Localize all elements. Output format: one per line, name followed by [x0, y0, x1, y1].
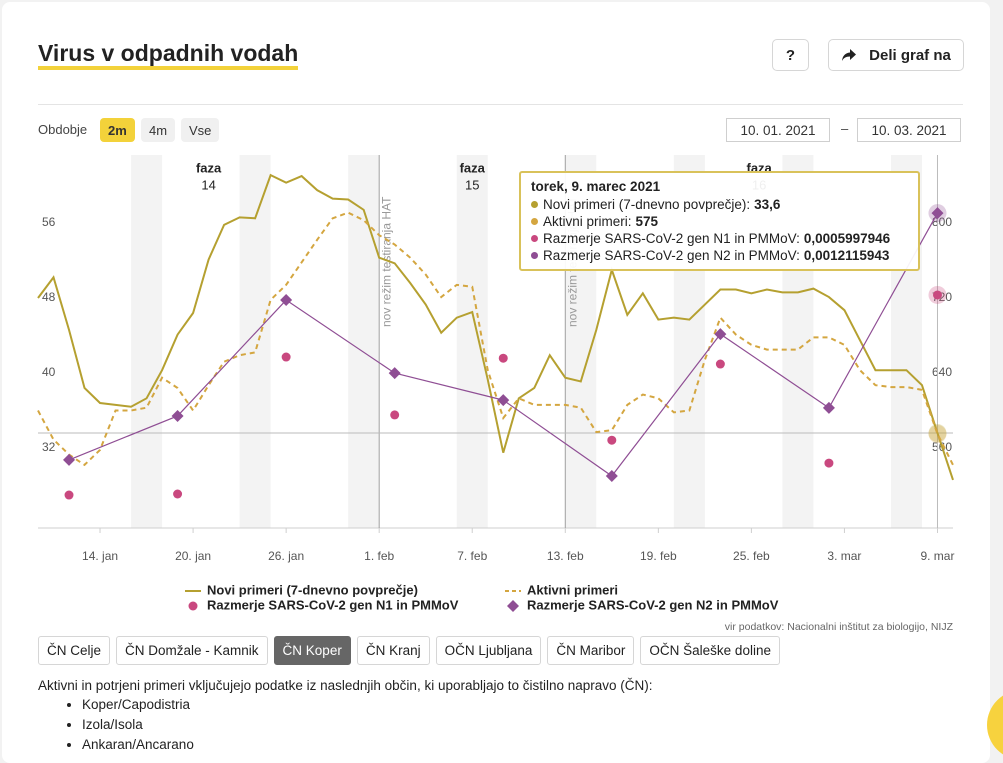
tooltip-value: 575 — [635, 214, 659, 229]
tooltip-label: Razmerje SARS-CoV-2 gen N2 in PMMoV: — [543, 248, 800, 263]
data-point — [932, 290, 942, 300]
data-point — [715, 359, 725, 369]
tooltip-label: Novi primeri (7-dnevno povprečje): — [543, 197, 751, 212]
x-tick-label: 3. mar — [827, 549, 861, 563]
tooltip-row: Novi primeri (7-dnevno povprečje): 33,6 — [531, 196, 908, 213]
data-point — [931, 207, 944, 220]
tooltip-row: Aktivni primeri: 575 — [531, 213, 908, 230]
x-tick-label: 14. jan — [82, 549, 118, 563]
period-button[interactable]: 4m — [141, 118, 176, 142]
x-tick-label: 19. feb — [640, 549, 677, 563]
station-button[interactable]: ČN Kranj — [356, 636, 430, 665]
note-text: Aktivni in potrjeni primeri vključujejo … — [38, 678, 653, 693]
weekend-band — [348, 155, 380, 528]
period-button[interactable]: Vse — [181, 118, 220, 142]
data-point — [281, 352, 291, 362]
y2-tick-label: 640 — [932, 365, 952, 379]
tooltip-title: torek, 9. marec 2021 — [531, 179, 661, 194]
y-tick-label: 40 — [42, 365, 56, 379]
data-point — [824, 458, 834, 468]
tooltip-label: Razmerje SARS-CoV-2 gen N1 in PMMoV: — [543, 231, 800, 246]
note-item: Ankaran/Ancarano — [82, 735, 653, 755]
data-point — [497, 394, 510, 407]
hover-halo — [928, 424, 947, 443]
data-point — [173, 489, 183, 499]
data-point — [64, 490, 74, 500]
legend-label: Razmerje SARS-CoV-2 gen N2 in PMMoV — [527, 597, 779, 612]
help-button[interactable]: ? — [772, 39, 809, 71]
legend-label: Novi primeri (7-dnevno povprečje) — [207, 582, 418, 597]
legend-label: Razmerje SARS-CoV-2 gen N1 in PMMoV — [207, 597, 459, 612]
share-button[interactable]: Deli graf na — [828, 39, 964, 71]
note: Aktivni in potrjeni primeri vključujejo … — [38, 678, 653, 755]
tooltip-value: 33,6 — [754, 197, 781, 212]
tooltip-dot — [531, 218, 538, 225]
data-point — [714, 328, 727, 341]
tooltip-dot — [531, 252, 538, 259]
chat-bubble[interactable] — [987, 690, 1003, 760]
date-separator: – — [841, 121, 849, 136]
y-tick-label: 48 — [42, 290, 56, 304]
data-point — [280, 294, 293, 307]
legend-label: Aktivni primeri — [527, 582, 618, 597]
station-button[interactable]: ČN Maribor — [547, 636, 635, 665]
x-tick-label: 7. feb — [457, 549, 487, 563]
note-item: Koper/Capodistria — [82, 695, 653, 715]
data-point — [388, 367, 401, 380]
date-from[interactable]: 10. 01. 2021 — [726, 118, 830, 142]
series-line — [37, 211, 954, 467]
x-tick-label: 9. mar — [920, 549, 954, 563]
y-tick-label: 56 — [42, 215, 56, 229]
series-line — [37, 173, 954, 481]
legend-swatch — [188, 601, 198, 611]
data-point — [605, 470, 618, 483]
x-tick-label: 26. jan — [268, 549, 304, 563]
note-list: Koper/CapodistriaIzola/IsolaAnkaran/Anca… — [38, 695, 653, 755]
annotation-label: nov režim testiranja HAT — [379, 196, 393, 327]
share-label: Deli graf na — [869, 46, 951, 64]
phase-number: 14 — [201, 177, 215, 192]
phase-label: faza — [196, 160, 222, 175]
tooltip-value: 0,0012115943 — [803, 248, 890, 263]
x-tick-label: 25. feb — [733, 549, 770, 563]
station-button[interactable]: ČN Koper — [273, 636, 351, 665]
station-buttons: ČN Celje ČN Domžale - Kamnik ČN Koper ČN Kr… — [38, 636, 780, 665]
phase-number: 15 — [465, 177, 479, 192]
data-point — [822, 401, 835, 414]
note-item: Izola/Isola — [82, 715, 653, 735]
data-point — [171, 409, 184, 422]
station-button[interactable]: OČN Šaleške doline — [640, 636, 780, 665]
tooltip-dot — [531, 235, 538, 242]
x-tick-label: 1. feb — [364, 549, 394, 563]
chart: 14. jan 20. jan 26. jan 1. feb 7. feb 13. feb… — [37, 155, 954, 633]
tooltip-value: 0,0005997946 — [803, 231, 891, 246]
divider — [38, 104, 963, 105]
station-button[interactable]: ČN Domžale - Kamnik — [116, 636, 268, 665]
date-to[interactable]: 10. 03. 2021 — [857, 118, 961, 142]
phase-label: faza — [460, 160, 486, 175]
tooltip-row: Razmerje SARS-CoV-2 gen N2 in PMMoV: 0,00… — [531, 247, 908, 264]
tooltip-row: Razmerje SARS-CoV-2 gen N1 in PMMoV: 0,00… — [531, 230, 908, 247]
station-button[interactable]: ČN Celje — [38, 636, 111, 665]
x-tick-label: 13. feb — [547, 549, 584, 563]
weekend-band — [131, 155, 163, 528]
weekend-band — [239, 155, 271, 528]
station-button[interactable]: OČN Ljubljana — [435, 636, 542, 665]
data-point — [607, 435, 617, 445]
tooltip-dot — [531, 201, 538, 208]
period-button[interactable]: 2m — [100, 118, 135, 142]
tooltip-label: Aktivni primeri: — [543, 214, 632, 229]
share-icon — [842, 49, 857, 61]
tooltip: torek, 9. marec 2021 Novi primeri (7-dne… — [519, 171, 920, 271]
data-point — [498, 353, 508, 363]
source: vir podatkov: Nacionalni inštitut za bio… — [725, 621, 954, 633]
data-point — [63, 453, 76, 466]
x-tick-label: 20. jan — [175, 549, 211, 563]
legend-swatch — [507, 600, 519, 612]
y-tick-label: 32 — [42, 440, 56, 454]
page-title: Virus v odpadnih vodah — [38, 40, 299, 70]
data-point — [390, 410, 400, 420]
period-label: Obdobje — [38, 122, 88, 137]
